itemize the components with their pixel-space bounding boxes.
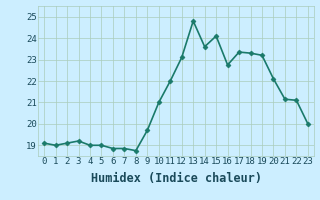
X-axis label: Humidex (Indice chaleur): Humidex (Indice chaleur) [91,172,261,185]
